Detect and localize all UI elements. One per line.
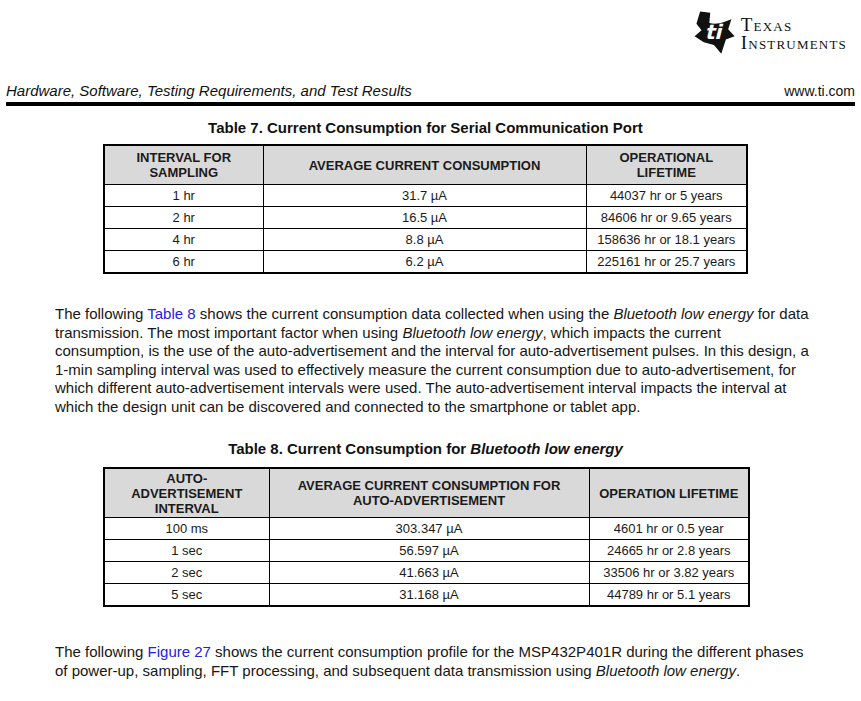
ti-com-link[interactable]: www.ti.com bbox=[784, 83, 855, 99]
table-cell: 1 sec bbox=[104, 540, 269, 562]
table8-col-header: AVERAGE CURRENT CONSUMPTION FOR AUTO-ADV… bbox=[269, 468, 589, 518]
table-row: 1 sec 56.597 µA 24665 hr or 2.8 years bbox=[104, 540, 749, 562]
table8-caption-prefix: Table 8. Current Consumption for bbox=[228, 440, 470, 457]
figure-27-link[interactable]: Figure 27 bbox=[148, 643, 211, 660]
table-cell: 16.5 µA bbox=[263, 207, 586, 229]
table-8-link[interactable]: Table 8 bbox=[147, 305, 195, 322]
table-cell: 8.8 µA bbox=[263, 229, 586, 251]
table7-col-header: INTERVAL FOR SAMPLING bbox=[104, 145, 263, 185]
body-paragraph-2: The following Figure 27 shows the curren… bbox=[55, 643, 813, 680]
table-cell: 56.597 µA bbox=[269, 540, 589, 562]
table8-header-row: AUTO- ADVERTISEMENT INTERVAL AVERAGE CUR… bbox=[104, 468, 749, 518]
document-page: ti Texas Instruments Hardware, Software,… bbox=[0, 0, 861, 701]
table7-header-row: INTERVAL FOR SAMPLING AVERAGE CURRENT CO… bbox=[104, 145, 747, 185]
table-cell: 158636 hr or 18.1 years bbox=[586, 229, 747, 251]
brand-line-instruments: Instruments bbox=[741, 35, 847, 53]
table-row: 6 hr 6.2 µA 225161 hr or 25.7 years bbox=[104, 251, 747, 274]
table8: AUTO- ADVERTISEMENT INTERVAL AVERAGE CUR… bbox=[103, 467, 750, 607]
table8-col-header: OPERATION LIFETIME bbox=[589, 468, 749, 518]
table-cell: 225161 hr or 25.7 years bbox=[586, 251, 747, 274]
table-row: 4 hr 8.8 µA 158636 hr or 18.1 years bbox=[104, 229, 747, 251]
table8-col-header: AUTO- ADVERTISEMENT INTERVAL bbox=[104, 468, 269, 518]
table-row: 1 hr 31.7 µA 44037 hr or 5 years bbox=[104, 185, 747, 207]
paragraph-text: The following bbox=[55, 305, 147, 322]
table-cell: 1 hr bbox=[104, 185, 263, 207]
table-row: 5 sec 31.168 µA 44789 hr or 5.1 years bbox=[104, 584, 749, 607]
table-cell: 41.663 µA bbox=[269, 562, 589, 584]
table-cell: 6.2 µA bbox=[263, 251, 586, 274]
table-cell: 4 hr bbox=[104, 229, 263, 251]
table7: INTERVAL FOR SAMPLING AVERAGE CURRENT CO… bbox=[103, 144, 748, 274]
table7-col-header: AVERAGE CURRENT CONSUMPTION bbox=[263, 145, 586, 185]
table-cell: 4601 hr or 0.5 year bbox=[589, 518, 749, 540]
table8-caption-italic: Bluetooth low energy bbox=[470, 440, 623, 457]
body-paragraph-1: The following Table 8 shows the current … bbox=[55, 305, 813, 417]
brand-line-texas: Texas bbox=[741, 17, 847, 35]
table-cell: 31.168 µA bbox=[269, 584, 589, 607]
table-cell: 84606 hr or 9.65 years bbox=[586, 207, 747, 229]
paragraph-text: The following bbox=[55, 643, 148, 660]
table-cell: 303.347 µA bbox=[269, 518, 589, 540]
table-cell: 44789 hr or 5.1 years bbox=[589, 584, 749, 607]
table-cell: 31.7 µA bbox=[263, 185, 586, 207]
paragraph-text: shows the current consumption data colle… bbox=[196, 305, 614, 322]
ti-texas-bug-icon: ti bbox=[690, 10, 736, 56]
paragraph-text: . bbox=[736, 662, 740, 679]
bluetooth-term: Bluetooth low energy bbox=[402, 324, 542, 341]
table-row: 2 hr 16.5 µA 84606 hr or 9.65 years bbox=[104, 207, 747, 229]
section-title: Hardware, Software, Testing Requirements… bbox=[6, 82, 412, 99]
ti-logo: ti Texas Instruments bbox=[690, 10, 847, 56]
table-row: 2 sec 41.663 µA 33506 hr or 3.82 years bbox=[104, 562, 749, 584]
table-cell: 2 sec bbox=[104, 562, 269, 584]
table-cell: 44037 hr or 5 years bbox=[586, 185, 747, 207]
table-cell: 100 ms bbox=[104, 518, 269, 540]
table7-caption: Table 7. Current Consumption for Serial … bbox=[103, 119, 748, 136]
table8-caption: Table 8. Current Consumption for Bluetoo… bbox=[103, 440, 748, 457]
table-cell: 6 hr bbox=[104, 251, 263, 274]
bluetooth-term: Bluetooth low energy bbox=[596, 662, 736, 679]
running-header: Hardware, Software, Testing Requirements… bbox=[6, 82, 855, 106]
table-cell: 5 sec bbox=[104, 584, 269, 607]
table7-col-header: OPERATIONAL LIFETIME bbox=[586, 145, 747, 185]
table-cell: 24665 hr or 2.8 years bbox=[589, 540, 749, 562]
bluetooth-term: Bluetooth low energy bbox=[613, 305, 753, 322]
ti-wordmark: Texas Instruments bbox=[741, 13, 847, 53]
table-row: 100 ms 303.347 µA 4601 hr or 0.5 year bbox=[104, 518, 749, 540]
table-cell: 33506 hr or 3.82 years bbox=[589, 562, 749, 584]
table-cell: 2 hr bbox=[104, 207, 263, 229]
